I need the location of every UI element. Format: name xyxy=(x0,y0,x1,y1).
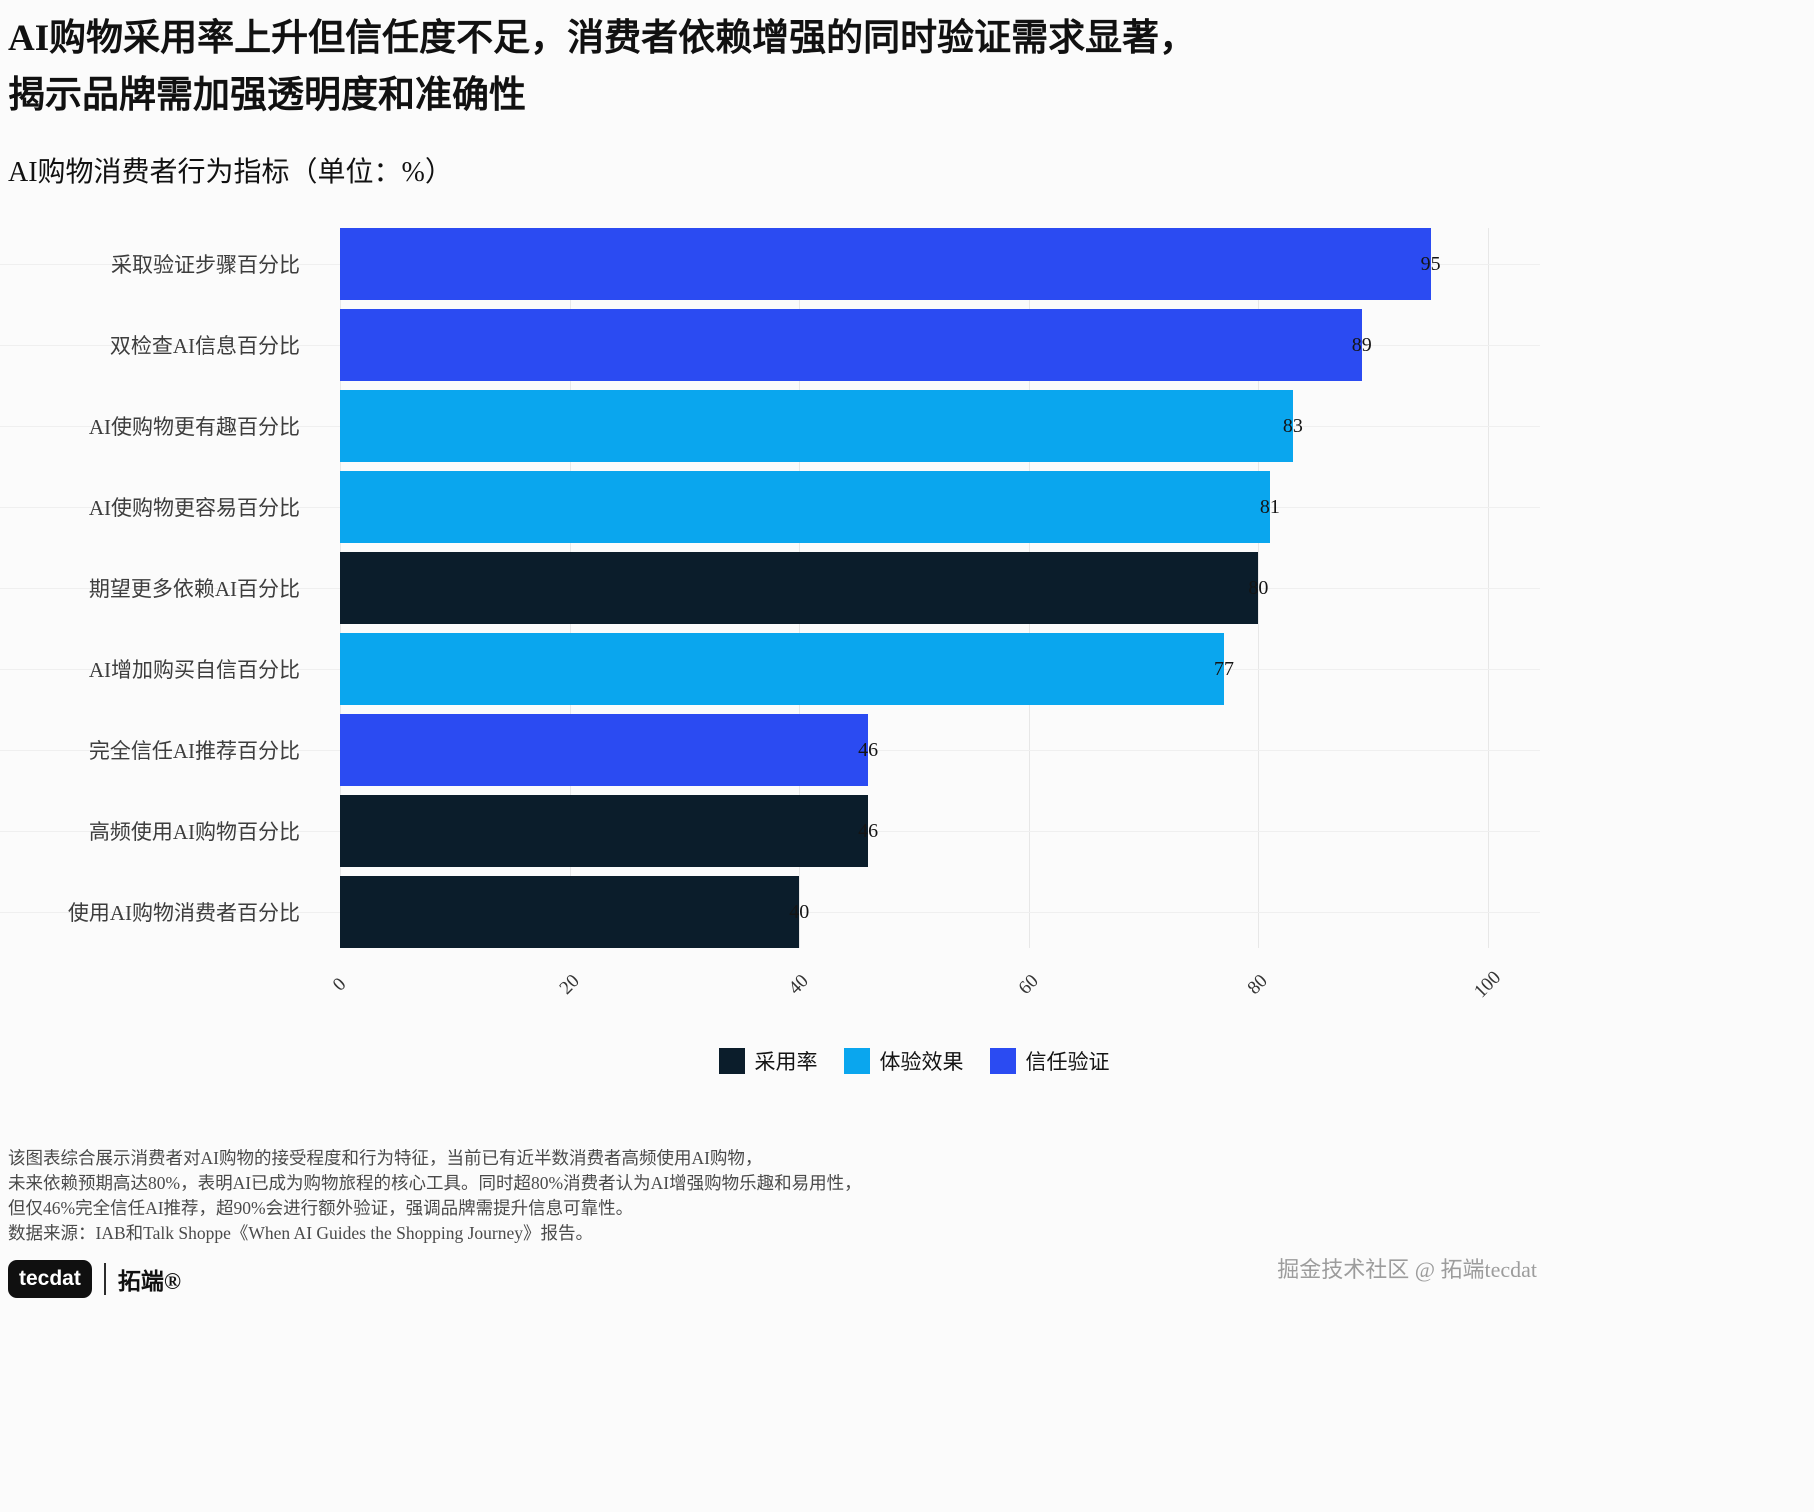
caption-line: 未来依赖预期高达80%，表明AI已成为购物旅程的核心工具。同时超80%消费者认为… xyxy=(8,1172,862,1193)
bar-value-label: 46 xyxy=(858,820,879,842)
category-label: AI增加购买自信百分比 xyxy=(88,658,300,682)
x-tick-label: 40 xyxy=(784,970,813,999)
category-label: 采取验证步骤百分比 xyxy=(111,253,300,277)
x-tick-label: 100 xyxy=(1470,967,1506,1003)
legend-item: 体验效果 xyxy=(843,1046,964,1076)
bar-value-label: 83 xyxy=(1282,415,1303,437)
chart-legend: 采用率 体验效果 信任验证 xyxy=(340,1046,1488,1076)
bar-trust xyxy=(340,714,869,786)
x-tick-label: 60 xyxy=(1014,970,1043,999)
bar-chart: 95 89 83 81 80 77 46 46 40 采取验证步骤百分比 双检查AI信息百分比 AI… xyxy=(0,228,1540,1138)
bar-adoption xyxy=(340,876,800,948)
bar-adoption xyxy=(340,795,869,867)
x-tick-label: 20 xyxy=(555,970,584,999)
bar-value-label: 80 xyxy=(1248,577,1269,599)
chart-subtitle: AI购物消费者行为指标（单位：%） xyxy=(8,157,453,188)
legend-swatch xyxy=(718,1048,745,1074)
brand-logo: tecdat 拓端® xyxy=(8,1260,181,1298)
x-axis: 0 20 40 60 80 100 xyxy=(329,960,1505,1032)
category-label: AI使购物更有趣百分比 xyxy=(88,415,300,439)
caption-line: 数据来源：IAB和Talk Shoppe《When AI Guides the … xyxy=(8,1222,593,1243)
legend-label: 体验效果 xyxy=(879,1050,964,1074)
caption-line: 该图表综合展示消费者对AI购物的接受程度和行为特征，当前已有近半数消费者高频使用… xyxy=(8,1148,763,1168)
bar-adoption xyxy=(340,552,1259,624)
watermark-text: 掘金技术社区 @ 拓端tecdat xyxy=(1277,1257,1537,1282)
legend-label: 信任验证 xyxy=(1025,1050,1110,1074)
page-title: AI购物采用率上升但信任度不足，消费者依赖增强的同时验证需求显著， 揭示品牌需加… xyxy=(8,10,1408,125)
legend-swatch xyxy=(989,1048,1016,1074)
page-title-line1: AI购物采用率上升但信任度不足，消费者依赖增强的同时验证需求显著， xyxy=(8,18,1197,59)
caption-line: 但仅46%完全信任AI推荐，超90%会进行额外验证，强调品牌需提升信息可靠性。 xyxy=(8,1197,634,1218)
bar-value-label: 95 xyxy=(1420,253,1441,275)
tecdat-logo: tecdat xyxy=(8,1260,92,1298)
category-label: 双检查AI信息百分比 xyxy=(109,334,300,358)
bar-experience xyxy=(340,471,1270,543)
bar-trust xyxy=(340,228,1431,300)
bar-value-label: 40 xyxy=(789,901,810,923)
chart-caption: 该图表综合展示消费者对AI购物的接受程度和行为特征，当前已有近半数消费者高频使用… xyxy=(8,1146,862,1245)
page-title-line2: 揭示品牌需加强透明度和准确性 xyxy=(8,75,526,117)
bar-experience xyxy=(340,633,1224,705)
legend-label: 采用率 xyxy=(754,1050,818,1074)
logo-suffix-text: 拓端® xyxy=(117,1269,182,1294)
category-label: 使用AI购物消费者百分比 xyxy=(67,901,300,925)
category-label: 期望更多依赖AI百分比 xyxy=(88,577,300,601)
plot-area: 95 89 83 81 80 77 46 46 40 xyxy=(0,228,1540,948)
bar-value-label: 89 xyxy=(1351,334,1372,356)
bar-value-label: 46 xyxy=(858,739,879,761)
legend-item: 采用率 xyxy=(718,1046,818,1076)
x-tick-label: 80 xyxy=(1243,970,1273,999)
bar-value-label: 81 xyxy=(1259,496,1280,518)
bar-trust xyxy=(340,309,1362,381)
logo-divider xyxy=(103,1263,106,1295)
category-label: AI使购物更容易百分比 xyxy=(88,496,300,520)
x-tick-label: 0 xyxy=(328,973,351,996)
category-label: 高频使用AI购物百分比 xyxy=(88,820,300,844)
legend-item: 信任验证 xyxy=(989,1046,1110,1076)
category-axis: 采取验证步骤百分比 双检查AI信息百分比 AI使购物更有趣百分比 AI使购物更容易百分… xyxy=(0,228,300,948)
legend-swatch xyxy=(843,1048,870,1074)
category-label: 完全信任AI推荐百分比 xyxy=(88,739,300,763)
bar-value-label: 77 xyxy=(1213,658,1234,680)
bar-experience xyxy=(340,390,1293,462)
